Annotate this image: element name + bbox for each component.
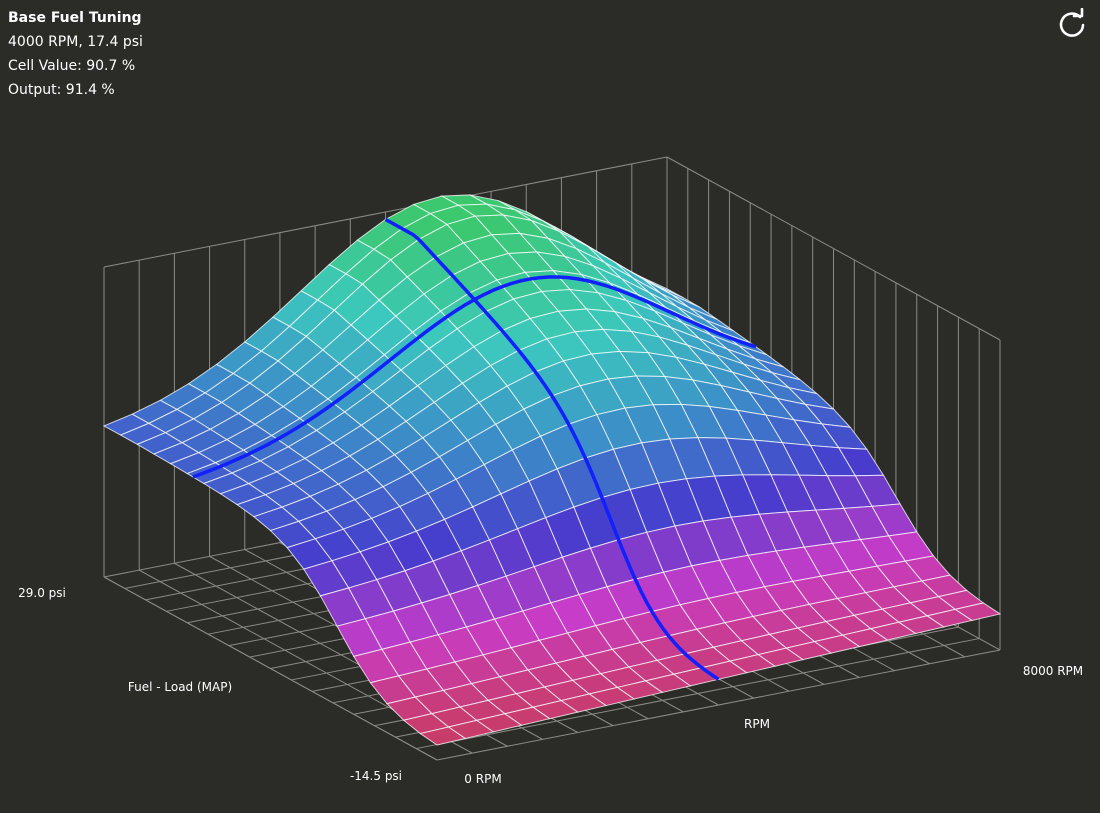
cursor-line-rpm: [384, 217, 720, 681]
load-min-label: -14.5 psi: [350, 769, 402, 783]
cursor-lines: [192, 217, 757, 681]
load-max-label: 29.0 psi: [18, 586, 66, 600]
surface-mesh: [102, 194, 1002, 746]
box-grid-line: [103, 576, 438, 761]
rpm-axis-label: RPM: [744, 717, 770, 731]
load-axis-label: Fuel - Load (MAP): [128, 680, 232, 694]
info-line: Output: 91.4 %: [8, 82, 115, 98]
info-line: Cell Value: 90.7 %: [8, 58, 136, 74]
rpm-max-label: 8000 RPM: [1023, 664, 1083, 678]
title: Base Fuel Tuning: [8, 10, 142, 26]
info-panel: Base Fuel Tuning 4000 RPM, 17.4 psi Cell…: [8, 6, 143, 102]
surface-cell: [419, 726, 467, 746]
rpm-min-label: 0 RPM: [464, 772, 501, 786]
info-line: 4000 RPM, 17.4 psi: [8, 34, 143, 50]
cursor-line-load: [192, 275, 757, 479]
box-grid-line: [103, 156, 668, 268]
refresh-button[interactable]: [1056, 8, 1088, 40]
box-grid-line: [666, 156, 1001, 341]
